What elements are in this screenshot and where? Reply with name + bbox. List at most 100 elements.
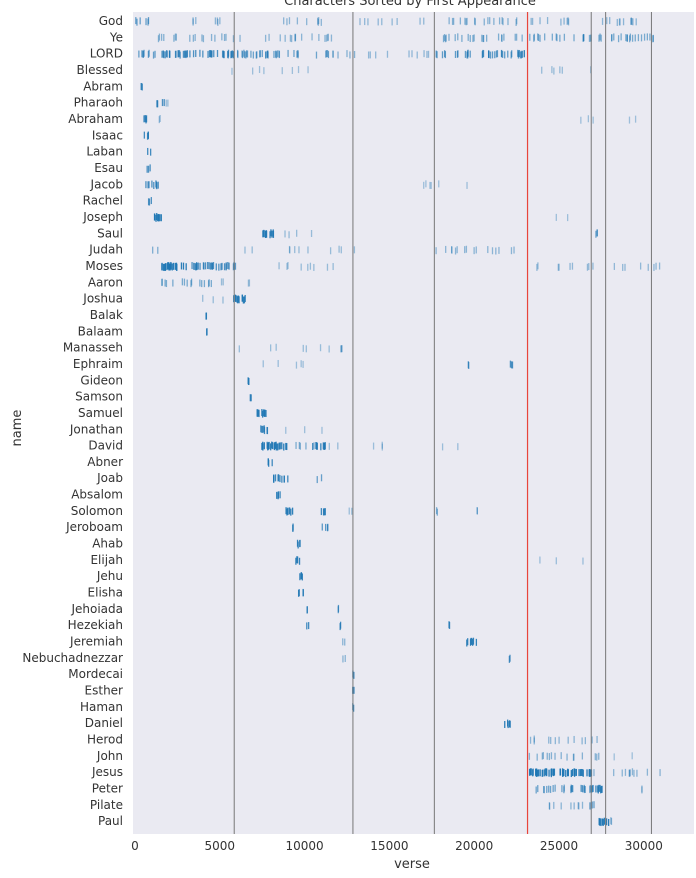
series-elisha xyxy=(297,588,304,597)
name-tick-labels: God Ye LORD Blessed Abram Pharaoh Abraham Isaac… xyxy=(22,14,123,828)
verse-mark xyxy=(342,655,344,663)
verse-mark xyxy=(302,360,304,368)
verse-mark xyxy=(441,443,444,451)
verse-mark xyxy=(207,262,209,270)
verse-mark xyxy=(212,296,214,304)
verse-mark xyxy=(148,198,151,206)
verse-mark xyxy=(173,34,175,42)
verse-mark xyxy=(353,686,355,694)
verse-mark xyxy=(326,50,329,58)
verse-mark xyxy=(465,245,468,253)
verse-mark xyxy=(606,17,608,25)
verse-tick-label: 30000 xyxy=(625,839,663,853)
series-jehu xyxy=(299,572,303,581)
verse-mark xyxy=(624,263,626,271)
verse-mark xyxy=(461,34,463,42)
series-nebuchadnezzar xyxy=(342,654,511,663)
verse-mark xyxy=(565,770,567,778)
verse-mark xyxy=(276,491,278,499)
verse-mark xyxy=(302,344,304,352)
verse-mark xyxy=(217,18,219,26)
verse-mark xyxy=(552,785,554,793)
verse-mark xyxy=(543,786,545,794)
verse-mark xyxy=(139,17,141,25)
verse-mark xyxy=(147,198,150,206)
verse-mark xyxy=(381,18,383,26)
verse-mark xyxy=(603,817,605,825)
verse-mark xyxy=(147,132,149,140)
verse-mark xyxy=(274,474,277,482)
verse-mark xyxy=(613,262,616,270)
verse-mark xyxy=(553,768,556,776)
verse-mark xyxy=(159,115,161,122)
verse-mark xyxy=(296,50,298,58)
verse-mark xyxy=(572,785,574,793)
verse-mark xyxy=(222,296,224,304)
verse-mark xyxy=(246,50,249,58)
verse-mark xyxy=(515,33,518,41)
verse-mark xyxy=(583,34,585,42)
verse-mark xyxy=(265,230,267,238)
verse-mark xyxy=(315,51,318,59)
verse-mark xyxy=(225,33,227,41)
verse-mark xyxy=(180,262,183,270)
verse-mark xyxy=(264,34,267,42)
name-tick-label: Herod xyxy=(87,733,123,747)
verse-mark xyxy=(570,802,572,810)
verse-mark xyxy=(539,556,541,564)
verse-mark xyxy=(475,246,477,254)
verse-mark xyxy=(419,17,421,25)
verse-mark xyxy=(195,263,197,271)
verse-mark xyxy=(451,246,453,254)
verse-mark xyxy=(185,263,187,271)
verse-mark xyxy=(250,50,252,58)
verse-mark xyxy=(562,768,564,776)
verse-mark xyxy=(552,769,554,777)
verse-mark xyxy=(548,802,551,810)
verse-mark xyxy=(313,263,315,271)
verse-mark xyxy=(631,752,633,760)
verse-mark xyxy=(501,34,503,42)
verse-mark xyxy=(241,51,244,59)
name-tick-label: Jacob xyxy=(90,177,123,191)
verse-mark xyxy=(588,34,591,42)
name-tick-label: Haman xyxy=(80,700,123,714)
verse-mark xyxy=(476,507,478,515)
verse-mark xyxy=(554,737,556,745)
verse-mark xyxy=(598,752,600,760)
verse-mark xyxy=(610,817,613,825)
verse-mark xyxy=(297,541,299,549)
verse-mark xyxy=(267,458,269,466)
verse-mark xyxy=(270,344,272,352)
name-tick-label: Rachel xyxy=(83,194,123,208)
verse-mark xyxy=(435,507,438,515)
verse-mark xyxy=(349,51,351,59)
verse-mark xyxy=(571,769,574,777)
verse-mark xyxy=(605,818,608,826)
verse-mark xyxy=(519,51,522,59)
verse-mark xyxy=(466,181,468,189)
verse-mark xyxy=(166,263,168,271)
verse-mark xyxy=(136,18,138,26)
verse-tick-label: 5000 xyxy=(205,839,236,853)
verse-mark xyxy=(163,263,166,271)
verse-mark xyxy=(542,769,544,777)
verse-mark xyxy=(381,443,383,451)
verse-mark xyxy=(558,263,560,271)
verse-mark xyxy=(515,18,517,26)
verse-mark xyxy=(174,262,176,270)
verse-mark xyxy=(281,442,283,450)
verse-mark xyxy=(593,769,595,777)
verse-mark xyxy=(649,33,651,41)
verse-mark xyxy=(278,442,280,450)
verse-mark xyxy=(551,66,553,74)
verse-mark xyxy=(216,49,219,57)
verse-mark xyxy=(182,262,185,270)
verse-mark xyxy=(466,639,468,647)
verse-mark xyxy=(442,35,445,43)
verse-mark xyxy=(630,17,632,25)
series-jonathan xyxy=(260,425,323,435)
name-tick-label: Paul xyxy=(98,814,123,828)
verse-mark xyxy=(284,34,286,42)
verse-mark xyxy=(448,621,451,629)
